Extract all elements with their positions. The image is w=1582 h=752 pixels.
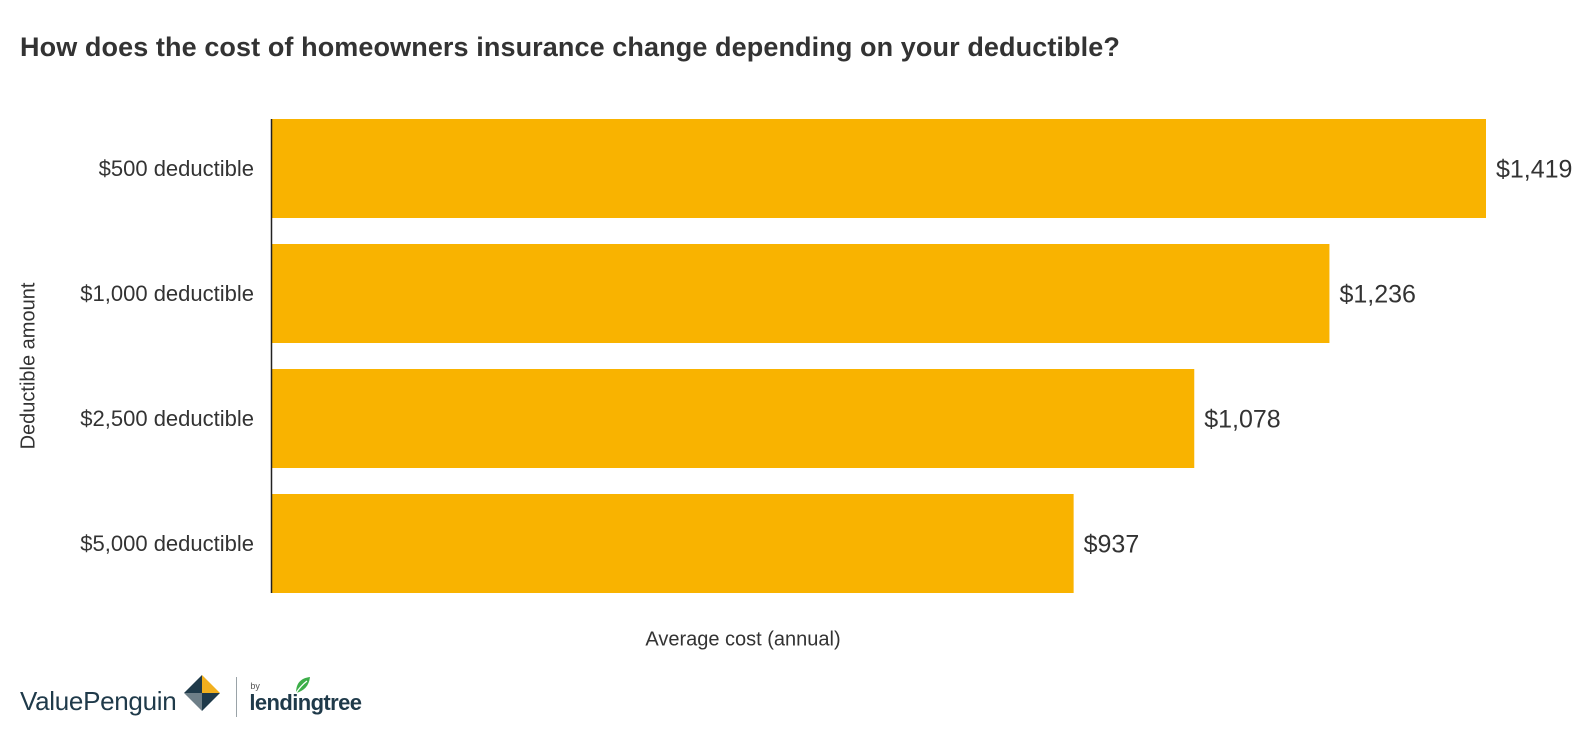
x-axis-label: Average cost (annual) (645, 628, 841, 651)
bar-value-label: $1,236 (1339, 281, 1415, 309)
brand-name: ValuePenguin (20, 685, 177, 716)
bar (272, 369, 1195, 468)
labels-layer: $500 deductible $1,419 $1,000 deductible $1… (80, 156, 1572, 559)
bar-value-label: $1,078 (1204, 406, 1280, 434)
chart-title: How does the cost of homeowners insuranc… (20, 32, 1120, 62)
category-tick-label: $1,000 deductible (80, 281, 254, 306)
category-tick-label: $5,000 deductible (80, 531, 254, 556)
valuepenguin-logo-icon (182, 673, 222, 718)
bar (272, 494, 1074, 593)
footer-logo: ValuePenguin by lendingtree (20, 672, 362, 722)
bar-value-label: $937 (1084, 531, 1140, 559)
bar-value-label: $1,419 (1496, 156, 1572, 184)
category-tick-label: $2,500 deductible (80, 406, 254, 431)
partner-name: lendingtree (249, 690, 362, 715)
partner-logo: by lendingtree (249, 677, 362, 715)
footer-divider (236, 677, 238, 717)
bar (272, 244, 1330, 343)
y-axis-label: Deductible amount (17, 282, 40, 450)
bar (272, 119, 1486, 218)
category-tick-label: $500 deductible (99, 156, 254, 181)
bars-layer (272, 119, 1486, 593)
leaf-icon (293, 675, 311, 700)
partner-by-text: by (250, 681, 260, 691)
